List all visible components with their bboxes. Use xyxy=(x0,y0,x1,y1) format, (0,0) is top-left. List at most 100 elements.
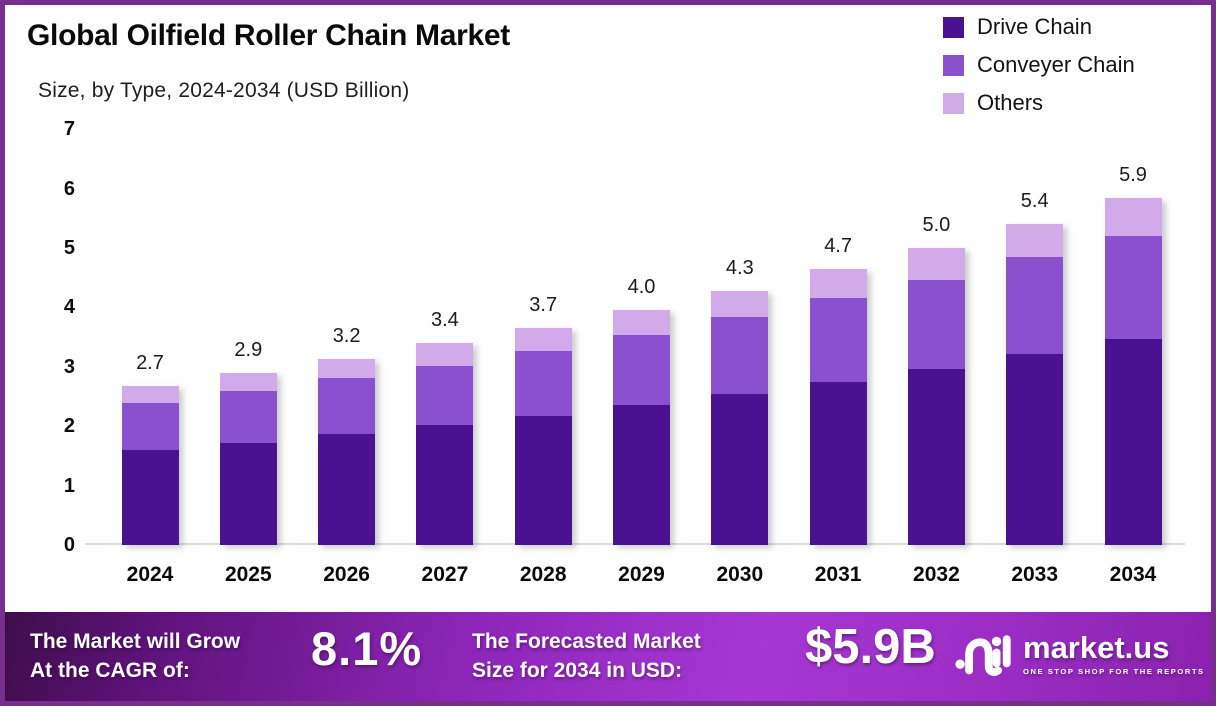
cagr-label-line2: At the CAGR of: xyxy=(30,659,190,683)
brand-name: market.us xyxy=(1023,630,1170,665)
bar-segment-others xyxy=(416,343,474,367)
bar-segment-conveyer-chain xyxy=(514,351,572,417)
bar-segment-conveyer-chain xyxy=(318,378,376,434)
bar-segment-others xyxy=(907,248,965,281)
forecast-label: The Forecasted Market Size for 2034 in U… xyxy=(472,627,701,686)
bar-segment-others xyxy=(219,372,277,391)
x-axis-label: 2029 xyxy=(618,563,665,586)
page-title: Global Oilfield Roller Chain Market xyxy=(27,19,510,52)
bar-total-label: 4.7 xyxy=(824,235,852,258)
legend-label: Drive Chain xyxy=(977,14,1092,39)
x-axis-label: 2032 xyxy=(913,563,960,586)
legend-item: Drive Chain xyxy=(943,13,1135,41)
bar-segment-conveyer-chain xyxy=(121,403,179,450)
bar-2025 xyxy=(219,372,277,545)
bar-segment-conveyer-chain xyxy=(1006,257,1064,354)
bar-total-label: 5.9 xyxy=(1119,164,1147,187)
bar-segment-conveyer-chain xyxy=(1104,236,1162,339)
bar-segment-conveyer-chain xyxy=(711,316,769,395)
bar-2029 xyxy=(613,309,670,545)
bar-2026 xyxy=(318,359,376,545)
bar-segment-others xyxy=(318,359,376,379)
bar-total-label: 5.4 xyxy=(1020,189,1049,212)
bar-segment-drive-chain xyxy=(416,424,474,545)
x-axis-label: 2030 xyxy=(716,563,764,586)
page-subtitle: Size, by Type, 2024-2034 (USD Billion) xyxy=(38,79,410,102)
legend-swatch-icon xyxy=(943,92,964,114)
bar-total-label: 3.7 xyxy=(529,294,558,317)
bar-2034 xyxy=(1104,198,1162,545)
bar-segment-conveyer-chain xyxy=(613,334,670,405)
bar-segment-drive-chain xyxy=(514,416,572,545)
bar-segment-conveyer-chain xyxy=(809,298,867,383)
x-axis-label: 2031 xyxy=(814,563,862,586)
y-axis-tick-label: 4 xyxy=(63,296,75,319)
bar-2032 xyxy=(907,248,965,545)
y-axis-tick-label: 6 xyxy=(63,177,75,200)
bar-total-label: 4.0 xyxy=(627,275,656,298)
legend-swatch-icon xyxy=(943,54,964,76)
bar-segment-drive-chain xyxy=(318,433,376,545)
bar-segment-others xyxy=(613,309,670,335)
bar-segment-conveyer-chain xyxy=(416,366,474,425)
x-axis-label: 2034 xyxy=(1109,563,1157,586)
bar-segment-others xyxy=(514,328,572,352)
brand-tagline: ONE STOP SHOP FOR THE REPORTS xyxy=(1023,667,1205,676)
legend-item: Others xyxy=(943,89,1135,117)
bar-segment-others xyxy=(121,385,179,404)
legend-swatch-icon xyxy=(943,16,964,38)
y-axis-tick-label: 1 xyxy=(63,474,75,497)
bar-segment-drive-chain xyxy=(907,369,965,545)
bar-total-label: 3.4 xyxy=(430,309,459,332)
bar-segment-others xyxy=(809,269,867,299)
bar-segment-conveyer-chain xyxy=(219,390,277,443)
bar-2024 xyxy=(121,385,179,545)
bar-total-label: 5.0 xyxy=(922,214,951,236)
bar-2031 xyxy=(809,269,867,545)
cagr-label-line1: The Market will Grow xyxy=(30,630,241,653)
bar-segment-others xyxy=(711,290,769,317)
bar-segment-others xyxy=(1104,198,1162,237)
y-axis-tick-label: 3 xyxy=(63,355,75,378)
bar-2028 xyxy=(514,328,572,545)
bar-total-label: 2.9 xyxy=(234,338,263,361)
bar-segment-drive-chain xyxy=(1006,353,1064,545)
bar-segment-drive-chain xyxy=(121,449,179,545)
bar-total-label: 3.2 xyxy=(332,325,361,348)
cagr-label: The Market will Grow At the CAGR of: xyxy=(30,627,240,686)
x-axis-label: 2026 xyxy=(323,563,370,586)
footer-banner: The Market will Grow At the CAGR of: 8.1… xyxy=(5,612,1211,701)
forecast-value: $5.9B xyxy=(805,620,936,674)
brand-text: market.us ONE STOP SHOP FOR THE REPORTS xyxy=(1023,632,1205,676)
y-axis-tick-label: 0 xyxy=(63,534,75,556)
x-axis-label: 2027 xyxy=(421,563,469,586)
legend-label: Conveyer Chain xyxy=(977,52,1135,77)
y-axis-tick-label: 5 xyxy=(63,237,75,259)
x-axis-label: 2025 xyxy=(224,563,272,586)
forecast-label-line2: Size for 2034 in USD: xyxy=(472,659,683,683)
stacked-bar-chart: 0 1 2 3 4 5 6 7 2.7 2024 2.9 2025 3.2 2026 3.4 2027 3.7 2… xyxy=(5,5,1211,701)
legend-label: Others xyxy=(977,90,1044,115)
bar-segment-others xyxy=(1006,223,1064,258)
y-axis-tick-label: 2 xyxy=(63,415,75,438)
legend-item: Conveyer Chain xyxy=(943,51,1135,79)
bar-segment-drive-chain xyxy=(711,394,769,545)
bar-segment-drive-chain xyxy=(1104,338,1162,545)
bar-segment-drive-chain xyxy=(219,442,277,545)
y-axis-tick-label: 7 xyxy=(63,118,75,141)
bar-segment-drive-chain xyxy=(613,404,670,545)
brand-logo: market.us ONE STOP SHOP FOR THE REPORTS xyxy=(955,627,1205,681)
x-axis-label: 2024 xyxy=(126,563,174,586)
bar-2033 xyxy=(1006,223,1064,545)
chart-legend: Drive Chain Conveyer Chain Others xyxy=(943,13,1135,117)
cagr-value: 8.1% xyxy=(311,622,423,675)
x-axis-label: 2033 xyxy=(1011,563,1059,586)
forecast-label-line1: The Forecasted Market xyxy=(472,630,701,653)
bar-2027 xyxy=(416,343,474,545)
bar-segment-drive-chain xyxy=(809,382,867,545)
x-axis-label: 2028 xyxy=(519,563,567,586)
bar-total-label: 4.3 xyxy=(725,256,754,279)
bar-2030 xyxy=(711,290,769,545)
bar-total-label: 2.7 xyxy=(136,351,164,374)
